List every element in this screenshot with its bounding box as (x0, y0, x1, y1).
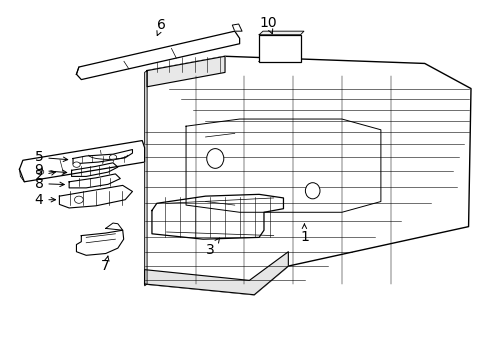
Polygon shape (144, 56, 470, 295)
Text: 9: 9 (35, 163, 66, 177)
Polygon shape (152, 194, 283, 239)
FancyBboxPatch shape (259, 35, 300, 62)
Ellipse shape (73, 162, 80, 167)
Polygon shape (76, 230, 123, 255)
Text: 10: 10 (259, 16, 276, 34)
Ellipse shape (109, 155, 117, 160)
Ellipse shape (37, 169, 44, 175)
Polygon shape (20, 140, 144, 182)
Text: 6: 6 (157, 18, 166, 36)
Ellipse shape (74, 196, 83, 203)
Polygon shape (76, 31, 239, 80)
Ellipse shape (206, 149, 224, 168)
Text: 3: 3 (205, 238, 219, 257)
Text: 4: 4 (35, 193, 56, 207)
Polygon shape (73, 149, 132, 164)
Polygon shape (71, 163, 118, 176)
Text: 8: 8 (35, 177, 64, 190)
Ellipse shape (305, 183, 319, 199)
Text: 2: 2 (35, 169, 56, 183)
Polygon shape (59, 185, 132, 208)
Polygon shape (147, 56, 224, 87)
Text: 5: 5 (35, 150, 67, 165)
Polygon shape (259, 31, 304, 35)
Text: 7: 7 (101, 256, 110, 273)
Text: 1: 1 (299, 224, 308, 244)
Polygon shape (144, 71, 147, 286)
Polygon shape (152, 56, 470, 130)
Polygon shape (69, 174, 120, 188)
Polygon shape (144, 252, 288, 295)
